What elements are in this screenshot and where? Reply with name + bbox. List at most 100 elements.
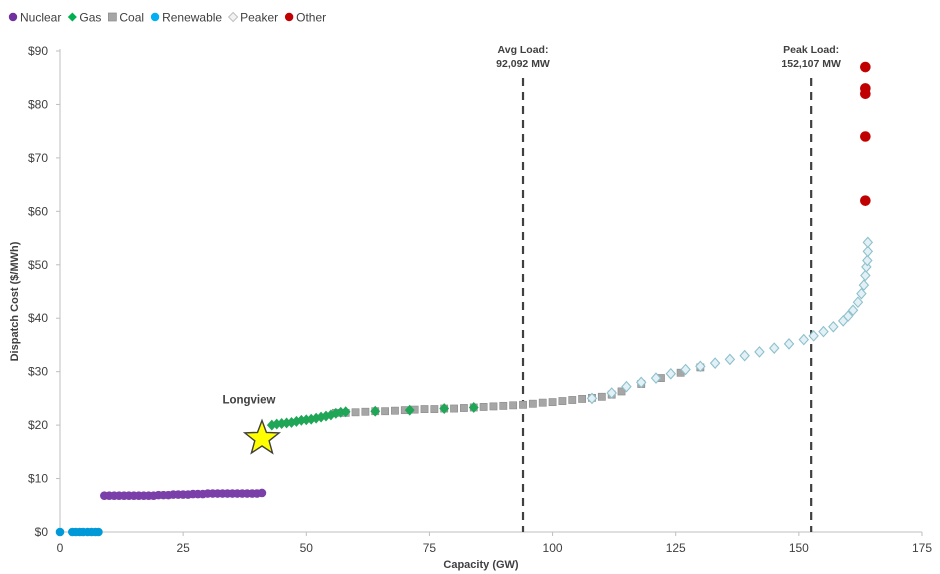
x-axis-title: Capacity (GW) — [443, 559, 519, 571]
peaker-point — [862, 245, 874, 258]
legend-nuclear-swatch — [8, 12, 18, 22]
y-tick-label: $90 — [28, 44, 48, 58]
x-tick-label: 75 — [423, 541, 437, 555]
peaker-point — [709, 357, 721, 369]
renewable-point — [94, 527, 103, 537]
coal-point — [578, 395, 587, 403]
gas-point — [468, 402, 479, 413]
coal-point — [460, 404, 468, 412]
other-point — [860, 83, 871, 94]
legend-item: Renewable — [150, 10, 222, 24]
gas-point — [370, 405, 381, 417]
legend-item: Coal — [108, 10, 144, 24]
x-tick-label: 175 — [912, 541, 932, 555]
y-tick-label: $20 — [28, 418, 48, 432]
coal-point — [489, 402, 498, 411]
reference-line-label: Peak Load: — [783, 44, 839, 56]
peaker-point — [621, 380, 632, 393]
coal-point — [519, 400, 527, 409]
legend-item: Nuclear — [8, 10, 61, 24]
peaker-point — [635, 376, 647, 389]
callouts: Longview — [222, 394, 282, 455]
peaker-point — [862, 254, 873, 267]
coal-point — [617, 387, 626, 396]
callout-label: Longview — [222, 394, 275, 406]
coal-point — [479, 403, 488, 411]
x-tick-label: 50 — [300, 541, 314, 555]
peaker-point — [828, 320, 839, 333]
y-tick-label: $30 — [28, 365, 48, 379]
legend-item: Other — [284, 10, 326, 24]
legend-peaker-swatch — [227, 11, 239, 23]
peaker-point — [586, 392, 598, 405]
data-points — [55, 61, 874, 537]
coal-point — [351, 408, 360, 417]
coal-point — [509, 401, 518, 410]
coal-point — [528, 399, 537, 408]
peaker-point — [860, 269, 871, 282]
x-tick-label: 150 — [789, 541, 809, 555]
legend-label: Nuclear — [20, 10, 61, 24]
peaker-point — [695, 360, 706, 373]
coal-point — [420, 405, 429, 413]
coal-point — [450, 404, 458, 413]
peaker-point — [858, 279, 870, 291]
legend-label: Renewable — [162, 10, 222, 24]
peaker-point — [739, 349, 750, 362]
peaker-point — [852, 296, 864, 309]
other-point — [860, 61, 871, 73]
peaker-point — [606, 387, 617, 399]
legend-renewable-swatch — [150, 12, 160, 22]
chart-axes: $0 $10 $20 $30 $40 $50 $60 $70 $80 $90 0 25 50 75 100 1… — [9, 44, 932, 571]
reference-line-value: 152,107 MW — [781, 58, 841, 70]
peaker-point — [847, 304, 859, 317]
legend-item: Peaker — [227, 10, 278, 24]
coal-point — [391, 406, 399, 415]
coal-point — [381, 407, 389, 416]
y-tick-label: $40 — [28, 311, 48, 325]
reference-line-label: Avg Load: — [498, 44, 549, 56]
peaker-point — [842, 310, 854, 322]
x-tick-label: 0 — [57, 541, 64, 555]
coal-point — [597, 392, 606, 401]
y-tick-label: $0 — [35, 525, 49, 539]
renewable-point — [55, 527, 65, 537]
peaker-point — [862, 236, 874, 249]
y-tick-label: $70 — [28, 151, 48, 165]
coal-point — [548, 398, 557, 407]
peaker-point — [665, 367, 677, 380]
legend-label: Other — [296, 10, 326, 24]
coal-point — [499, 401, 508, 410]
peaker-point — [798, 333, 810, 346]
other-point — [860, 195, 871, 206]
gas-point — [439, 403, 450, 414]
y-tick-label: $80 — [28, 97, 48, 111]
chart-legend: Nuclear Gas Coal Renewable Peaker Other — [8, 10, 326, 24]
peaker-point — [818, 325, 829, 338]
legend-label: Coal — [119, 10, 144, 24]
x-tick-label: 25 — [176, 541, 190, 555]
legend-label: Peaker — [240, 10, 278, 24]
legend-item: Gas — [67, 10, 101, 24]
legend-label: Gas — [79, 10, 101, 24]
reference-line-value: 92,092 MW — [496, 58, 550, 70]
coal-point — [430, 405, 439, 413]
coal-point — [568, 396, 577, 404]
coal-point — [558, 397, 567, 405]
y-tick-label: $60 — [28, 204, 48, 218]
legend-other-swatch — [284, 12, 294, 22]
peaker-point — [768, 342, 780, 354]
coal-point — [361, 407, 370, 416]
nuclear-point — [257, 488, 267, 498]
reference-lines: Avg Load: 92,092 MW Peak Load: 152,107 MW — [496, 44, 841, 532]
gas-point — [404, 404, 415, 416]
x-tick-label: 125 — [666, 541, 686, 555]
peaker-point — [650, 372, 662, 384]
other-point — [860, 131, 871, 142]
peaker-point — [808, 330, 819, 342]
y-tick-label: $10 — [28, 472, 48, 486]
gas-point — [340, 406, 351, 418]
peaker-point — [680, 363, 691, 376]
y-axis-title: Dispatch Cost ($/MWh) — [9, 241, 21, 361]
